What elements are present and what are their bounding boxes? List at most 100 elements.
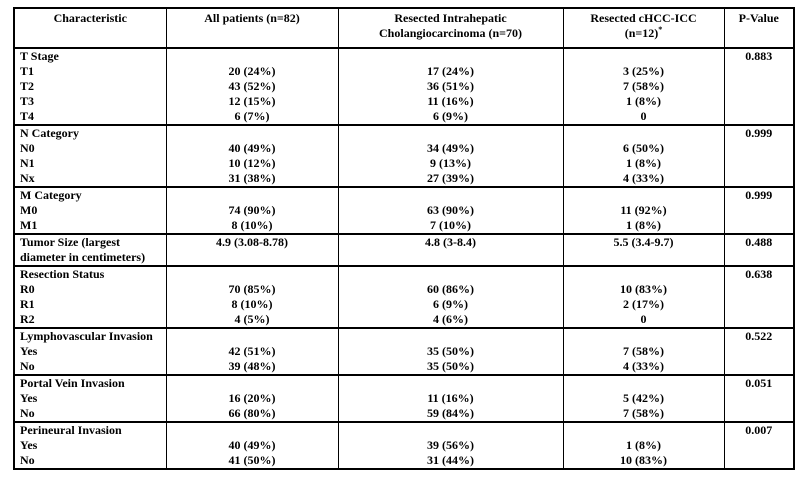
data-row: N0 40 (49%) 34 (49%) 6 (50%) — [14, 141, 794, 156]
data-row: Yes 40 (49%) 39 (56%) 1 (8%) — [14, 438, 794, 453]
section-header-row: Perineural Invasion 0.007 — [14, 421, 794, 438]
row-label: No — [14, 453, 167, 469]
value-cell: 16 (20%) — [166, 391, 339, 406]
p-value — [724, 453, 794, 469]
p-value — [724, 282, 794, 297]
data-row: T1 20 (24%) 17 (24%) 3 (25%) — [14, 64, 794, 79]
section-label: Perineural Invasion — [14, 421, 167, 438]
value-cell: 31 (44%) — [338, 453, 564, 469]
p-value — [724, 94, 794, 109]
value-cell: 34 (49%) — [338, 141, 564, 156]
row-label: Yes — [14, 438, 167, 453]
data-row: Nx 31 (38%) 27 (39%) 4 (33%) — [14, 171, 794, 187]
value-cell: 11 (16%) — [338, 391, 564, 406]
value-cell: 40 (49%) — [166, 438, 339, 453]
p-value: 0.883 — [724, 47, 794, 64]
p-value — [724, 438, 794, 453]
value-cell: 6 (7%) — [166, 109, 339, 125]
p-value — [724, 359, 794, 375]
data-row: Yes 42 (51%) 35 (50%) 7 (58%) — [14, 344, 794, 359]
value-cell — [166, 47, 339, 64]
value-cell: 11 (92%) — [563, 203, 725, 218]
value-cell — [338, 186, 564, 203]
p-value — [724, 171, 794, 187]
p-value: 0.999 — [724, 124, 794, 141]
value-cell — [338, 47, 564, 64]
p-value — [724, 156, 794, 171]
row-label: Yes — [14, 391, 167, 406]
p-value — [724, 391, 794, 406]
value-cell: 9 (13%) — [338, 156, 564, 171]
section-header-row: Portal Vein Invasion 0.051 — [14, 374, 794, 391]
column-header-label: Resected cHCC-ICC — [590, 11, 697, 25]
row-label: M0 — [14, 203, 167, 218]
value-cell: 5.5 (3.4-9.7) — [563, 233, 725, 266]
value-cell: 70 (85%) — [166, 282, 339, 297]
p-value — [724, 344, 794, 359]
value-cell: 1 (8%) — [563, 94, 725, 109]
value-cell: 4.9 (3.08-8.78) — [166, 233, 339, 266]
column-header-label: Resected Intrahepatic — [394, 11, 507, 25]
column-header-resected-chcc-icc: Resected cHCC-ICC (n=12)* — [563, 8, 725, 49]
value-cell: 10 (83%) — [563, 282, 725, 297]
value-cell: 42 (51%) — [166, 344, 339, 359]
data-row: M0 74 (90%) 63 (90%) 11 (92%) — [14, 203, 794, 218]
value-cell: 60 (86%) — [338, 282, 564, 297]
section-header-row: N Category 0.999 — [14, 124, 794, 141]
row-label: T3 — [14, 94, 167, 109]
value-cell — [338, 421, 564, 438]
p-value — [724, 64, 794, 79]
p-value — [724, 141, 794, 156]
data-row: R1 8 (10%) 6 (9%) 2 (17%) — [14, 297, 794, 312]
value-cell: 11 (16%) — [338, 94, 564, 109]
value-cell — [166, 327, 339, 344]
value-cell: 4 (6%) — [338, 312, 564, 328]
patient-characteristics-table: Characteristic All patients (n=82) Resec… — [13, 7, 795, 470]
section-label: T Stage — [14, 47, 167, 64]
data-row: No 39 (48%) 35 (50%) 4 (33%) — [14, 359, 794, 375]
value-cell — [166, 374, 339, 391]
value-cell: 43 (52%) — [166, 79, 339, 94]
p-value — [724, 109, 794, 125]
value-cell: 12 (15%) — [166, 94, 339, 109]
section-header-row: T Stage 0.883 — [14, 47, 794, 64]
value-cell: 40 (49%) — [166, 141, 339, 156]
value-cell: 1 (8%) — [563, 218, 725, 234]
data-row: M1 8 (10%) 7 (10%) 1 (8%) — [14, 218, 794, 234]
value-cell: 10 (83%) — [563, 453, 725, 469]
data-row: T2 43 (52%) 36 (51%) 7 (58%) — [14, 79, 794, 94]
value-cell: 5 (42%) — [563, 391, 725, 406]
value-cell: 3 (25%) — [563, 64, 725, 79]
value-cell: 8 (10%) — [166, 218, 339, 234]
value-cell — [563, 421, 725, 438]
data-row: No 66 (80%) 59 (84%) 7 (58%) — [14, 406, 794, 422]
value-cell: 35 (50%) — [338, 344, 564, 359]
value-cell: 0 — [563, 312, 725, 328]
p-value — [724, 406, 794, 422]
data-row: R2 4 (5%) 4 (6%) 0 — [14, 312, 794, 328]
row-label: R0 — [14, 282, 167, 297]
value-cell: 6 (50%) — [563, 141, 725, 156]
p-value: 0.999 — [724, 186, 794, 203]
value-cell: 74 (90%) — [166, 203, 339, 218]
section-label: N Category — [14, 124, 167, 141]
column-header-resected-icc: Resected Intrahepatic Cholangiocarcinoma… — [338, 8, 564, 49]
value-cell — [166, 186, 339, 203]
row-label: M1 — [14, 218, 167, 234]
value-cell — [563, 124, 725, 141]
p-value — [724, 218, 794, 234]
value-cell — [563, 47, 725, 64]
value-cell: 1 (8%) — [563, 438, 725, 453]
row-label: R1 — [14, 297, 167, 312]
row-label: T2 — [14, 79, 167, 94]
value-cell: 7 (10%) — [338, 218, 564, 234]
value-cell: 4 (33%) — [563, 171, 725, 187]
row-label: R2 — [14, 312, 167, 328]
p-value: 0.488 — [724, 233, 794, 266]
row-label: Yes — [14, 344, 167, 359]
column-header-label: Characteristic — [53, 11, 127, 25]
p-value — [724, 203, 794, 218]
value-cell: 39 (56%) — [338, 438, 564, 453]
row-label: T4 — [14, 109, 167, 125]
